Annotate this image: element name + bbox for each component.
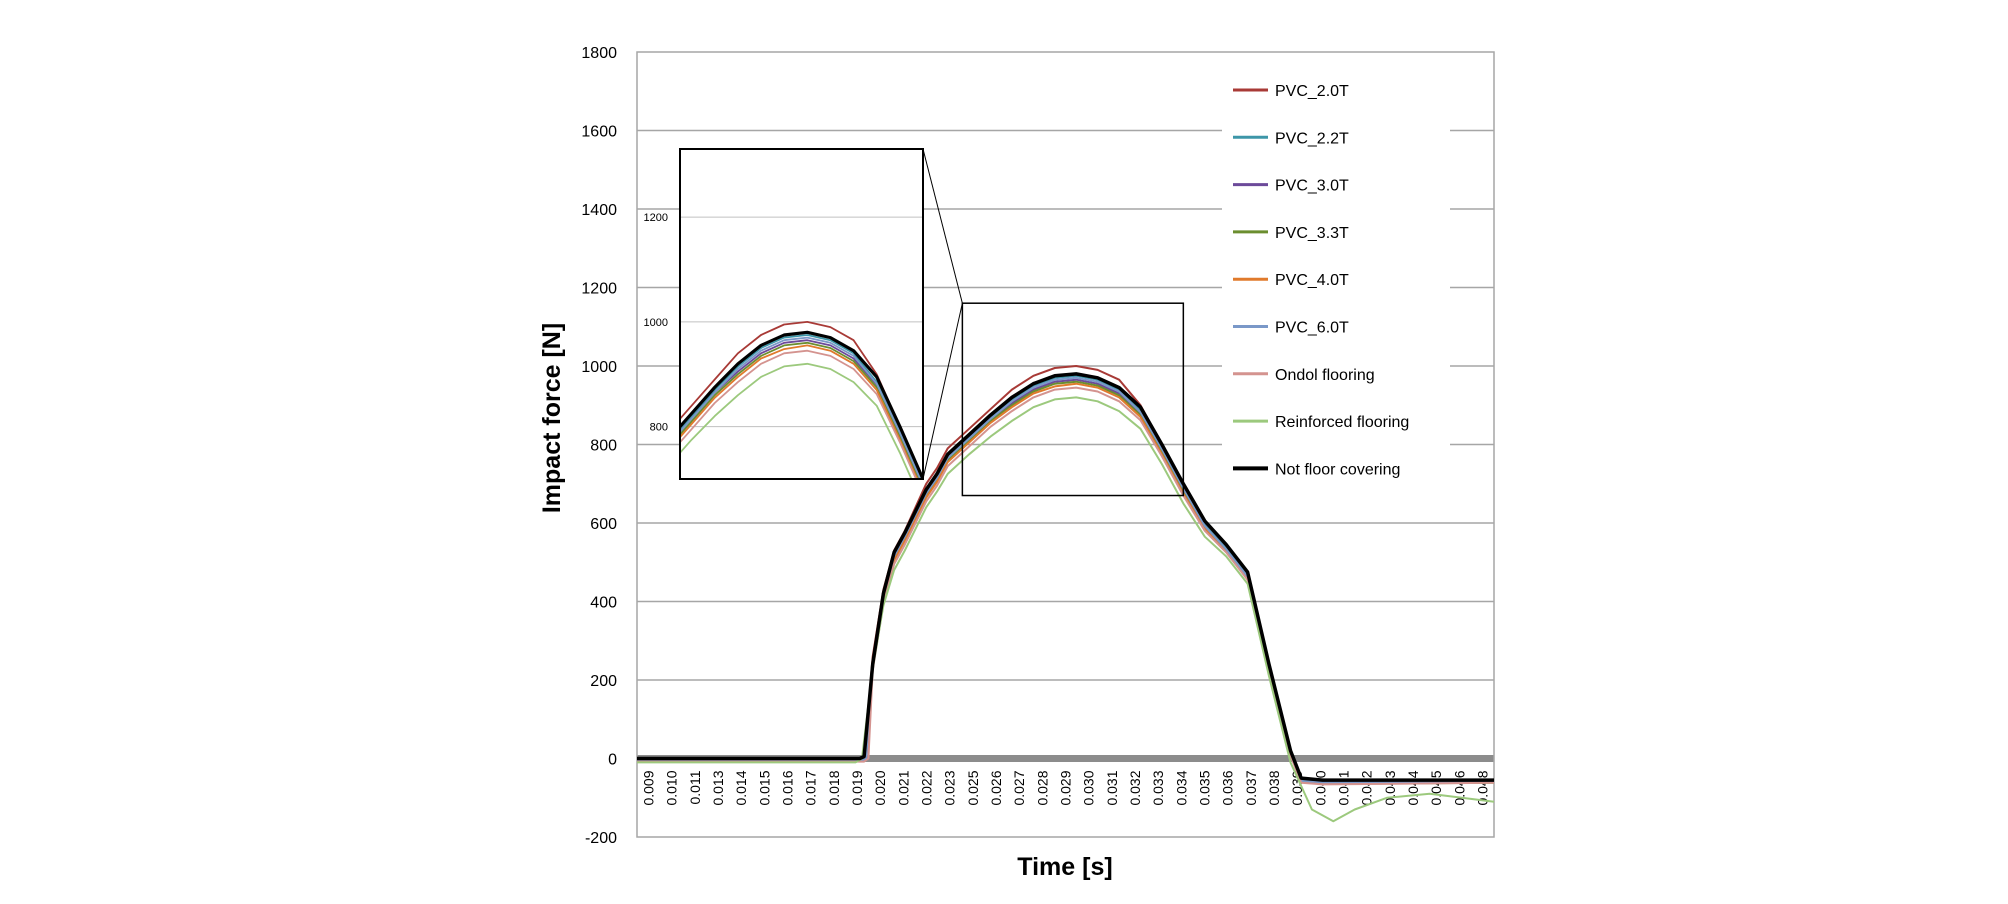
y-tick-label: 200	[590, 673, 617, 690]
x-axis-title: Time [s]	[1017, 853, 1112, 881]
inset-series	[680, 321, 923, 479]
inset-series-line	[680, 344, 919, 479]
x-tick-label: 0.042	[1359, 770, 1375, 805]
x-tick-label: 0.032	[1127, 770, 1143, 805]
x-tick-label: 0.028	[1034, 770, 1050, 805]
y-tick-label: 1200	[581, 281, 617, 298]
series-line	[637, 396, 1495, 823]
inset-frame	[679, 148, 924, 480]
x-tick-label: 0.029	[1058, 770, 1074, 805]
inset-series-line	[680, 334, 922, 479]
y-tick-label: 1400	[581, 202, 617, 219]
y-tick-label: 800	[590, 438, 617, 455]
zoom-connector-line	[922, 303, 963, 480]
x-tick-label: 0.025	[965, 770, 981, 805]
x-tick-label: 0.040	[1312, 770, 1328, 805]
inset-series-line	[680, 349, 918, 479]
legend-background	[1222, 66, 1450, 484]
y-tick-label: 1600	[581, 124, 617, 141]
x-tick-label: 0.022	[919, 770, 935, 805]
y-tick-label: 0	[608, 752, 617, 769]
series-lines	[637, 365, 1495, 823]
legend-label: PVC_3.0T	[1275, 178, 1349, 195]
inset-border	[679, 148, 924, 480]
x-tick-label: 0.041	[1335, 770, 1351, 805]
x-tick-label: 0.011	[687, 770, 703, 804]
x-tick-label: 0.018	[826, 770, 842, 805]
y-axis-ticks: 1800 1600 1400 1200 1000 800 600 400 200 0 -200	[581, 45, 617, 847]
legend-label: PVC_4.0T	[1275, 272, 1349, 289]
y-tick-label: 400	[590, 595, 617, 612]
y-axis-title: Impact force [N]	[538, 323, 566, 513]
plot-area-frame	[636, 51, 1495, 838]
x-tick-label: 0.015	[756, 770, 772, 805]
x-tick-label: 0.045	[1428, 770, 1444, 805]
x-tick-label: 0.031	[1104, 770, 1120, 805]
x-tick-label: 0.038	[1266, 770, 1282, 805]
legend-label: Ondol flooring	[1275, 367, 1375, 384]
zoom-region-box	[961, 302, 1185, 497]
legend-label: PVC_6.0T	[1275, 320, 1349, 337]
y-tick-label: 600	[590, 516, 617, 533]
x-tick-label: 0.026	[988, 770, 1004, 805]
x-tick-label: 0.017	[803, 770, 819, 805]
inset-tick-label: 800	[650, 422, 668, 434]
legend-label: PVC_2.0T	[1275, 83, 1349, 100]
x-tick-label: 0.020	[872, 770, 888, 805]
series-line	[637, 372, 1494, 782]
legend: PVC_2.0T PVC_2.2T PVC_3.0T PVC_3.3T PVC_4.0T…	[1222, 66, 1450, 484]
x-tick-label: 0.044	[1405, 770, 1421, 805]
x-tick-label: 0.010	[664, 770, 680, 805]
legend-label: PVC_2.2T	[1275, 130, 1349, 147]
x-tick-label: 0.009	[641, 770, 657, 805]
x-tick-label: 0.033	[1150, 770, 1166, 805]
inset-series-line	[680, 339, 921, 479]
inset-series-line	[680, 336, 922, 479]
inset-tick-label: 1200	[644, 212, 668, 224]
x-tick-label: 0.043	[1382, 770, 1398, 805]
zoom-connector-line	[922, 148, 963, 304]
x-tick-label: 0.036	[1220, 770, 1236, 805]
zoom-inset: 1200 1000 800	[644, 148, 1185, 497]
x-axis-ticks: 0.009 0.010 0.011 0.013 0.014 0.015 0.016 0.017…	[641, 770, 1491, 805]
x-tick-label: 0.027	[1011, 770, 1027, 805]
x-tick-label: 0.021	[895, 770, 911, 805]
x-tick-label: 0.023	[942, 770, 958, 805]
y-tick-label: 1000	[581, 359, 617, 376]
x-tick-label: 0.014	[733, 770, 749, 805]
x-tick-label: 0.013	[710, 770, 726, 805]
inset-series-line	[680, 341, 920, 479]
inset-series-line	[680, 362, 913, 479]
x-tick-label: 0.019	[849, 770, 865, 805]
legend-label: Not floor covering	[1275, 461, 1400, 478]
inset-series-line	[680, 330, 923, 479]
y-tick-label: 1800	[581, 45, 617, 62]
x-tick-label: 0.016	[780, 770, 796, 805]
inset-series-line	[680, 321, 923, 479]
x-tick-label: 0.046	[1451, 770, 1467, 805]
inset-tick-label: 1000	[644, 317, 668, 329]
x-tick-label: 0.034	[1173, 770, 1189, 805]
x-tick-label: 0.035	[1196, 770, 1212, 805]
legend-label: PVC_3.3T	[1275, 225, 1349, 242]
x-tick-label: 0.037	[1243, 770, 1259, 805]
x-tick-label: 0.030	[1081, 770, 1097, 805]
y-tick-label: -200	[585, 830, 617, 847]
legend-label: Reinforced flooring	[1275, 414, 1409, 431]
